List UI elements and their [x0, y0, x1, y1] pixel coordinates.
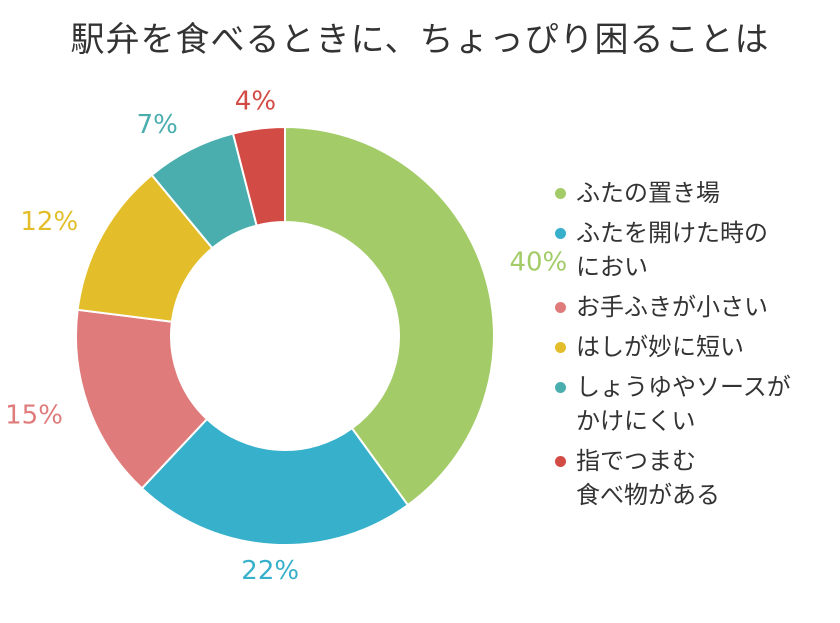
legend-dot-icon	[555, 302, 566, 313]
legend-item-5: しょうゆやソースが かけにくい	[552, 370, 838, 438]
slice-6	[231, 125, 286, 227]
slice-value-label-2: 22%	[241, 556, 299, 586]
slice-value-label-4: 12%	[20, 207, 78, 237]
chart-title: 駅弁を食べるときに、ちょっぴり困ることは	[70, 20, 770, 60]
legend-item-1: ふたの置き場	[552, 176, 838, 210]
legend-item-6: 指でつまむ 食べ物がある	[552, 444, 838, 512]
legend-item-2: ふたを開けた時の におい	[552, 216, 838, 284]
legend-label: はしが妙に短い	[576, 333, 744, 361]
legend-item-4: はしが妙に短い	[552, 330, 838, 364]
legend: ふたの置き場ふたを開けた時の においお手ふきが小さい はしが妙に短いしょうゆやソー…	[552, 176, 838, 518]
legend-label: ふたを開けた時の におい	[576, 219, 768, 281]
slice-1	[284, 125, 495, 507]
legend-label: 指でつまむ 食べ物がある	[576, 447, 720, 509]
slice-value-label-3: 15%	[5, 400, 63, 430]
slice-labels-group: 40% 22% 15% 12% 7% 4%	[5, 86, 567, 586]
legend-dot-icon	[555, 342, 566, 353]
legend-dot-icon	[555, 382, 566, 393]
slices-group	[75, 125, 495, 546]
legend-label: ふたの置き場	[576, 179, 720, 207]
legend-label: お手ふきが小さい	[576, 293, 768, 321]
slice-2	[140, 417, 410, 546]
legend-dot-icon	[555, 228, 566, 239]
legend-item-3: お手ふきが小さい	[552, 290, 838, 324]
slice-value-label-5: 7%	[137, 110, 178, 140]
legend-dot-icon	[555, 456, 566, 467]
legend-dot-icon	[555, 188, 566, 199]
legend-label: しょうゆやソースが かけにくい	[576, 373, 791, 435]
slice-value-label-6: 4%	[235, 86, 276, 116]
slice-value-label-1: 40%	[509, 248, 567, 278]
